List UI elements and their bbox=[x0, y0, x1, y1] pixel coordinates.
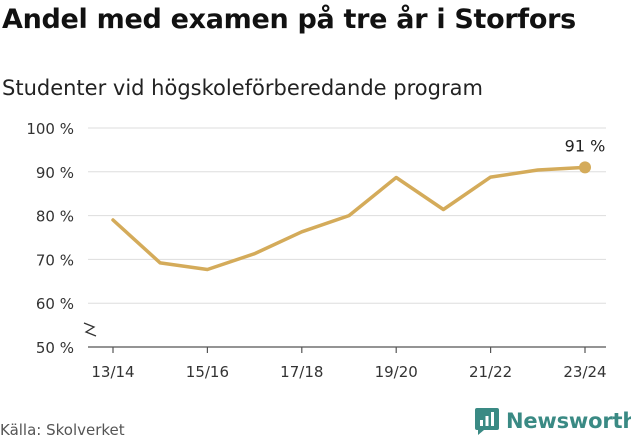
chart-subtitle: Studenter vid högskoleförberedande progr… bbox=[2, 76, 483, 100]
y-tick-label: 50 % bbox=[36, 339, 74, 357]
chart-title: Andel med examen på tre år i Storfors bbox=[2, 4, 576, 35]
line-chart: 50 % 60 % 70 % 80 % 90 % 100 % 13/14 15/16 17/1… bbox=[26, 120, 607, 381]
axis-break-icon bbox=[83, 322, 97, 337]
y-tick-label: 80 % bbox=[36, 208, 74, 226]
x-axis: 13/14 15/16 17/18 19/20 21/22 23/24 bbox=[88, 346, 607, 381]
y-tick-label: 100 % bbox=[26, 120, 74, 138]
x-tick-label: 19/20 bbox=[375, 363, 418, 381]
y-tick-label: 60 % bbox=[36, 295, 74, 313]
newsworthy-logo: Newsworthy bbox=[474, 406, 631, 436]
data-labels: 91 % bbox=[565, 136, 606, 155]
x-tick-label: 17/18 bbox=[280, 363, 323, 381]
x-tick-label: 23/24 bbox=[563, 363, 606, 381]
x-tick-label: 15/16 bbox=[186, 363, 229, 381]
source-note: Källa: Skolverket bbox=[0, 421, 125, 439]
end-value-label: 91 % bbox=[565, 136, 606, 155]
series-line bbox=[111, 165, 587, 272]
x-tick-label: 13/14 bbox=[91, 363, 134, 381]
y-tick-label: 90 % bbox=[36, 164, 74, 182]
brand-name: Newsworthy bbox=[506, 409, 631, 433]
newsworthy-icon bbox=[475, 408, 499, 435]
series bbox=[111, 161, 591, 272]
x-tick-label: 21/22 bbox=[469, 363, 512, 381]
y-tick-label: 70 % bbox=[36, 251, 74, 269]
y-axis: 50 % 60 % 70 % 80 % 90 % 100 % bbox=[26, 120, 97, 357]
end-point-marker bbox=[579, 161, 591, 174]
